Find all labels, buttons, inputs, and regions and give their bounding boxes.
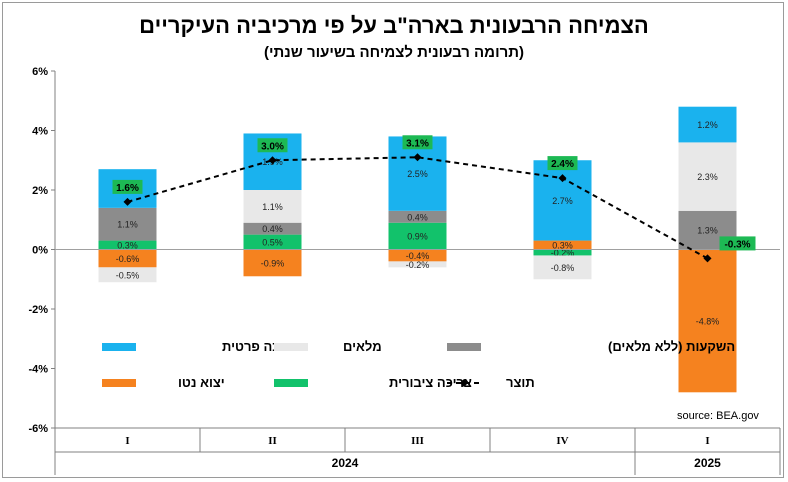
- bar-data-label: -0.2%: [551, 248, 575, 258]
- gdp-point: [268, 156, 277, 165]
- gdp-label-box: [719, 236, 756, 251]
- legend-swatch-marker: [460, 379, 468, 387]
- bar-segment: [98, 249, 157, 268]
- bar-data-label: 0.3%: [117, 241, 138, 251]
- bar-data-label: -0.2%: [406, 260, 430, 270]
- gdp-label-box: [402, 135, 433, 150]
- bar-data-label: 1.1%: [117, 220, 138, 230]
- bar-segment: [243, 190, 302, 223]
- gdp-point: [703, 254, 712, 263]
- y-tick-label: -2%: [28, 304, 48, 316]
- y-tick-label: 0%: [32, 245, 48, 257]
- x-tick-label: I: [125, 435, 129, 447]
- bar-data-label: 2.3%: [697, 172, 718, 182]
- legend-label: תוצר: [506, 375, 535, 390]
- bar-segment: [98, 240, 157, 250]
- bar-data-label: 0.9%: [407, 232, 428, 242]
- bar-segment: [388, 222, 447, 250]
- bar-segment: [98, 207, 157, 241]
- bar-segment: [388, 249, 447, 262]
- y-tick-label: -4%: [28, 364, 48, 376]
- bar-data-label: -4.8%: [696, 316, 720, 326]
- gdp-data-label: 3.0%: [261, 141, 284, 152]
- y-tick-label: 4%: [32, 126, 48, 138]
- bar-data-label: 1.2%: [697, 120, 718, 130]
- gdp-data-label: -0.3%: [724, 239, 750, 250]
- bar-segment: [243, 234, 302, 250]
- bar-data-label: 0.4%: [262, 224, 283, 234]
- gdp-label-box: [112, 179, 143, 194]
- legend-label: יצוא נטו: [178, 375, 225, 390]
- year-label: 2025: [694, 456, 721, 470]
- bar-segment: [243, 222, 302, 235]
- x-tick-label: I: [705, 435, 709, 447]
- bar-data-label: 1.3%: [697, 226, 718, 236]
- gdp-point: [123, 197, 132, 206]
- bar-data-label: -0.5%: [116, 270, 140, 280]
- x-tick-label: II: [268, 435, 277, 447]
- gdp-data-label: 1.6%: [116, 183, 139, 194]
- gdp-data-label: 3.1%: [406, 138, 429, 149]
- bar-segment: [533, 240, 592, 250]
- legend-swatch: [274, 379, 308, 387]
- bar-segment: [533, 249, 592, 256]
- y-tick-label: 2%: [32, 185, 48, 197]
- bar-segment: [533, 255, 592, 280]
- source-note: source: BEA.gov: [677, 410, 759, 422]
- legend-swatch: [274, 343, 308, 351]
- legend-swatch: [102, 343, 136, 351]
- chart-title: הצמיחה הרבעונית בארה"ב על פי מרכיביה העי…: [139, 13, 649, 38]
- bar-data-label: 2.5%: [407, 169, 428, 179]
- bar-data-label: 2.7%: [552, 196, 573, 206]
- bar-data-label: -0.6%: [116, 254, 140, 264]
- y-tick-label: 6%: [32, 66, 48, 78]
- bar-data-label: 0.5%: [262, 238, 283, 248]
- gdp-label-box: [257, 138, 288, 153]
- x-tick-label: IV: [556, 435, 568, 447]
- bar-data-label: 0.3%: [552, 241, 573, 251]
- year-label: 2024: [332, 456, 359, 470]
- gdp-point: [558, 174, 567, 183]
- y-tick-label: -6%: [28, 423, 48, 435]
- legend-swatch: [102, 379, 136, 387]
- bar-data-label: 1.1%: [262, 202, 283, 212]
- gdp-data-label: 2.4%: [551, 159, 574, 170]
- legend-swatch: [447, 343, 481, 351]
- bar-segment: [678, 142, 737, 211]
- gdp-line: [127, 156, 708, 260]
- bar-data-label: -0.9%: [261, 258, 285, 268]
- bar-segment: [533, 160, 592, 241]
- bar-segment: [243, 249, 302, 277]
- bar-data-label: -0.8%: [551, 263, 575, 273]
- gdp-point: [413, 153, 422, 162]
- bar-segment: [678, 249, 737, 393]
- gdp-label-box: [547, 156, 578, 171]
- legend-label: צריכה ציבורית: [389, 375, 472, 390]
- bar-segment: [98, 267, 157, 283]
- bar-segment: [678, 106, 737, 143]
- legend-label: מלאים: [343, 339, 382, 354]
- bar-segment: [388, 210, 447, 223]
- bar-data-label: -0.4%: [406, 251, 430, 261]
- bar-segment: [388, 261, 447, 268]
- chart-subtitle: (תרומה רבעונית לצמיחה בשיעור שנתי): [263, 44, 525, 61]
- legend-label: השקעות (ללא מלאים): [608, 339, 735, 354]
- bar-data-label: 0.4%: [407, 212, 428, 222]
- x-tick-label: III: [411, 435, 424, 447]
